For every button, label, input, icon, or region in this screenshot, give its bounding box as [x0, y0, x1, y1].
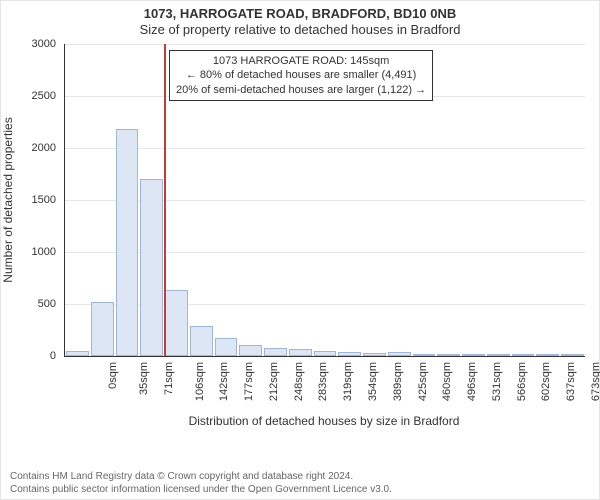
address-title: 1073, HARROGATE ROAD, BRADFORD, BD10 0NB — [10, 6, 590, 21]
x-tick-label: 673sqm — [590, 362, 600, 401]
x-tick-label: 248sqm — [293, 362, 305, 401]
gridline — [65, 44, 585, 45]
histogram-bar — [437, 354, 460, 356]
histogram-bar — [462, 354, 485, 356]
subtitle: Size of property relative to detached ho… — [10, 22, 590, 37]
x-tick-label: 496sqm — [466, 362, 478, 401]
x-tick-label: 566sqm — [516, 362, 528, 401]
histogram-bar — [239, 345, 262, 356]
histogram-bar — [289, 349, 312, 356]
y-tick-label: 2000 — [26, 142, 56, 154]
x-tick-label: 425sqm — [417, 362, 429, 401]
x-tick-label: 106sqm — [194, 362, 206, 401]
chart-card: 1073, HARROGATE ROAD, BRADFORD, BD10 0NB… — [0, 0, 600, 500]
x-tick-label: 0sqm — [107, 362, 119, 389]
histogram-bar — [363, 353, 386, 356]
histogram-bar — [536, 354, 559, 356]
histogram-bar — [116, 129, 139, 356]
histogram-bar — [264, 348, 287, 356]
marker-callout: 1073 HARROGATE ROAD: 145sqm ← 80% of det… — [169, 50, 433, 101]
y-tick-label: 1500 — [26, 194, 56, 206]
x-tick-label: 531sqm — [491, 362, 503, 401]
histogram-bar — [388, 352, 411, 356]
y-tick-label: 1000 — [26, 246, 56, 258]
histogram-bar — [140, 179, 163, 356]
x-tick-label: 35sqm — [138, 362, 150, 395]
histogram-bar — [91, 302, 114, 356]
x-tick-label: 602sqm — [540, 362, 552, 401]
footer-line2: Contains public sector information licen… — [10, 483, 590, 496]
histogram-bar — [215, 338, 238, 356]
y-tick-label: 500 — [26, 298, 56, 310]
histogram-bar — [487, 354, 510, 356]
y-axis-title: Number of detached properties — [1, 117, 15, 282]
y-tick-label: 2500 — [26, 90, 56, 102]
histogram-bar — [512, 354, 535, 356]
attribution-footer: Contains HM Land Registry data © Crown c… — [10, 470, 590, 496]
property-marker-line — [164, 44, 166, 356]
x-tick-label: 177sqm — [243, 362, 255, 401]
x-tick-label: 637sqm — [565, 362, 577, 401]
histogram-bar — [165, 290, 188, 356]
x-tick-label: 319sqm — [342, 362, 354, 401]
y-tick-label: 0 — [26, 350, 56, 362]
y-tick-label: 3000 — [26, 38, 56, 50]
histogram-bar — [66, 351, 89, 356]
x-tick-label: 283sqm — [318, 362, 330, 401]
histogram-bar — [314, 351, 337, 356]
x-tick-label: 142sqm — [219, 362, 231, 401]
x-tick-label: 460sqm — [441, 362, 453, 401]
x-tick-label: 212sqm — [268, 362, 280, 401]
callout-line3: 20% of semi-detached houses are larger (… — [176, 83, 426, 97]
histogram-bar — [561, 354, 584, 356]
x-tick-label: 71sqm — [163, 362, 175, 395]
gridline — [65, 148, 585, 149]
x-tick-label: 354sqm — [367, 362, 379, 401]
callout-line2: ← 80% of detached houses are smaller (4,… — [176, 68, 426, 82]
x-tick-label: 389sqm — [392, 362, 404, 401]
callout-line1: 1073 HARROGATE ROAD: 145sqm — [176, 54, 426, 68]
histogram-bar — [190, 326, 213, 356]
histogram-bar — [413, 354, 436, 356]
x-axis-title: Distribution of detached houses by size … — [64, 414, 584, 428]
footer-line1: Contains HM Land Registry data © Crown c… — [10, 470, 590, 483]
histogram-bar — [338, 352, 361, 356]
